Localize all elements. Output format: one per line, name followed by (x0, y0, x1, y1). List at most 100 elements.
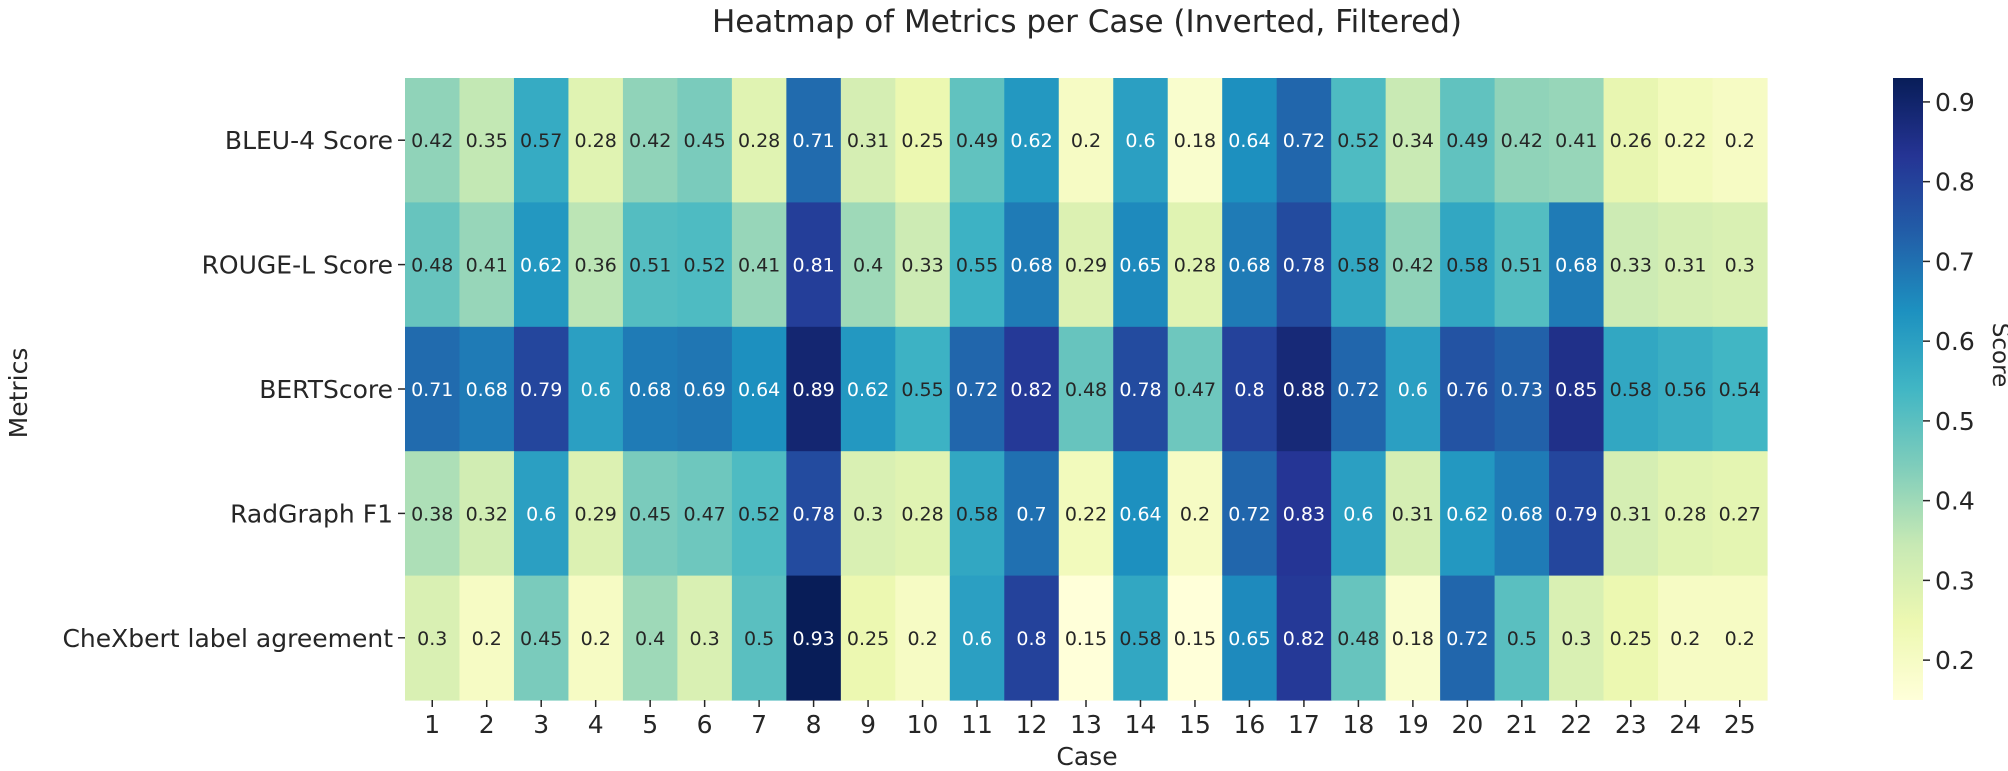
cell-value-label: 0.58 (1119, 628, 1161, 650)
heatmap-cell (1113, 202, 1169, 328)
x-tick-label: 12 (1016, 710, 1048, 739)
heatmap-cell (459, 202, 515, 328)
heatmap-cell (1385, 78, 1441, 203)
colorbar-tick-label: 0.4 (1935, 487, 1975, 516)
heatmap-cell (1222, 326, 1278, 452)
y-tick-label: BERTScore (259, 375, 393, 404)
heatmap-cell (1494, 78, 1550, 203)
heatmap-cell (677, 326, 733, 452)
heatmap-cell (1440, 326, 1496, 452)
heatmap-cell (949, 451, 1005, 577)
heatmap-cell (1331, 575, 1387, 701)
heatmap-cell (1385, 451, 1441, 577)
cell-value-label: 0.6 (1398, 379, 1428, 401)
heatmap-cell (1058, 202, 1114, 328)
heatmap-cell (459, 326, 515, 452)
cell-value-label: 0.54 (1719, 379, 1761, 401)
heatmap-cell (1276, 575, 1332, 701)
cell-value-label: 0.78 (792, 503, 834, 525)
cell-value-label: 0.25 (847, 628, 889, 650)
heatmap-cell (1276, 202, 1332, 328)
cell-value-label: 0.2 (581, 628, 611, 650)
cell-value-label: 0.42 (1501, 130, 1543, 152)
cell-value-label: 0.7 (1016, 503, 1046, 525)
cell-value-label: 0.48 (1065, 379, 1107, 401)
cell-value-label: 0.79 (520, 379, 562, 401)
x-tick-label: 8 (806, 710, 822, 739)
colorbar-label: Score (1987, 323, 2008, 387)
heatmap-cell (949, 326, 1005, 452)
x-tick-label: 18 (1342, 710, 1374, 739)
heatmap-cell (568, 575, 624, 701)
x-tick-label: 4 (588, 710, 604, 739)
cell-value-label: 0.65 (1228, 628, 1270, 650)
cell-value-label: 0.2 (1071, 130, 1101, 152)
heatmap-cell (840, 575, 896, 701)
cell-value-label: 0.78 (1283, 255, 1325, 277)
cell-value-label: 0.52 (1337, 130, 1379, 152)
heatmap-cell (731, 575, 787, 701)
heatmap-cell (459, 78, 515, 203)
cell-value-label: 0.82 (1010, 379, 1052, 401)
cell-value-label: 0.55 (901, 379, 943, 401)
cell-value-label: 0.64 (738, 379, 780, 401)
x-tick-label: 14 (1125, 710, 1157, 739)
cell-value-label: 0.65 (1119, 255, 1161, 277)
heatmap-cell (513, 451, 570, 577)
cell-value-label: 0.34 (1392, 130, 1434, 152)
cell-value-label: 0.52 (683, 255, 725, 277)
cell-value-label: 0.68 (1501, 503, 1543, 525)
heatmap-cell (1167, 78, 1223, 203)
cell-value-label: 0.62 (847, 379, 889, 401)
heatmap-cell (1276, 326, 1332, 452)
cell-value-label: 0.62 (520, 255, 562, 277)
heatmap-cell (459, 575, 515, 701)
cell-value-label: 0.72 (1446, 628, 1488, 650)
y-tick-label: BLEU-4 Score (225, 126, 393, 155)
heatmap-cell (1331, 78, 1387, 203)
cell-value-label: 0.41 (1555, 130, 1597, 152)
heatmap-cell (1058, 451, 1114, 577)
x-tick-label: 13 (1070, 710, 1102, 739)
heatmap-cell (786, 451, 842, 577)
x-tick-label: 5 (642, 710, 658, 739)
colorbar-tick-label: 0.8 (1935, 168, 1975, 197)
x-tick-label: 17 (1288, 710, 1320, 739)
x-tick-label: 20 (1451, 710, 1483, 739)
cell-value-label: 0.42 (1392, 255, 1434, 277)
heatmap-cell (1440, 451, 1496, 577)
x-tick-label: 16 (1234, 710, 1266, 739)
x-axis: 1 2 3 4 5 6 7 8 9 10 11 12 13 14 15 16 17 18 19 20 21 22 23 24 2… (424, 700, 1756, 739)
cell-value-label: 0.64 (1119, 503, 1161, 525)
x-tick-label: 11 (961, 710, 993, 739)
x-tick-label: 24 (1669, 710, 1701, 739)
heatmap-cell (1113, 78, 1169, 203)
heatmap-cell (786, 575, 842, 701)
cell-value-label: 0.41 (738, 255, 780, 277)
cell-value-label: 0.2 (1180, 503, 1210, 525)
cell-value-label: 0.6 (581, 379, 611, 401)
heatmap-cell (1658, 326, 1714, 452)
heatmap-cell (1004, 451, 1060, 577)
heatmap-cell (1549, 78, 1605, 203)
cell-value-label: 0.48 (411, 255, 453, 277)
heatmap-cell (1331, 451, 1387, 577)
cell-value-label: 0.5 (1507, 628, 1537, 650)
heatmap-cell (1658, 78, 1714, 203)
heatmap-cell (895, 451, 951, 577)
x-tick-label: 21 (1506, 710, 1538, 739)
heatmap-cell (1058, 78, 1114, 203)
heatmap-cell (1331, 202, 1387, 328)
heatmap-cell (1549, 326, 1605, 452)
heatmap-cell (1222, 575, 1278, 701)
cell-value-label: 0.73 (1501, 379, 1543, 401)
heatmap-cell (677, 78, 733, 203)
heatmap-cell (1167, 451, 1223, 577)
heatmap-cell (949, 575, 1005, 701)
heatmap-cell (1440, 202, 1496, 328)
cell-value-label: 0.71 (411, 379, 453, 401)
cell-value-label: 0.62 (1010, 130, 1052, 152)
x-tick-label: 3 (533, 710, 549, 739)
cell-value-label: 0.33 (901, 255, 943, 277)
heatmap-cell (1276, 78, 1332, 203)
